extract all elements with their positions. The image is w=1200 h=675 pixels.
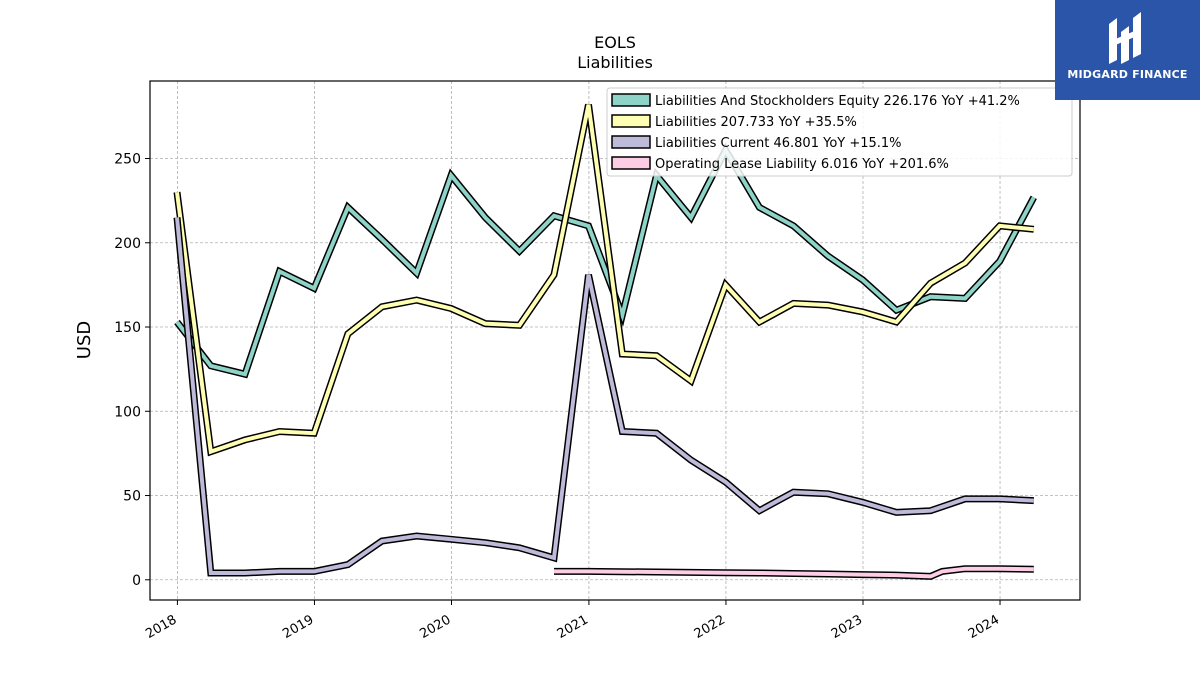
legend-label-3: Operating Lease Liability 6.016 YoY +201…: [655, 157, 949, 172]
legend-label-2: Liabilities Current 46.801 YoY +15.1%: [655, 136, 902, 151]
x-tick-label: 2019: [280, 612, 316, 642]
chart-subtitle: Liabilities: [577, 53, 653, 72]
legend-label-1: Liabilities 207.733 YoY +35.5%: [655, 115, 857, 130]
x-tick-label: 2018: [143, 612, 179, 642]
series-line-3: [554, 566, 1034, 579]
legend-swatch-3: [611, 156, 651, 170]
legend-swatch-0: [611, 93, 651, 107]
y-tick-label: 150: [114, 320, 141, 336]
x-tick-label: 2023: [829, 612, 865, 642]
x-tick-label: 2021: [555, 612, 591, 642]
x-tick-label: 2022: [692, 612, 728, 642]
logo-text: MIDGARD FINANCE: [1067, 68, 1188, 81]
series-line-0: [175, 145, 1036, 377]
y-tick-label: 0: [132, 573, 141, 589]
plot-frame: [149, 80, 1081, 601]
legend-swatch-1: [611, 114, 651, 128]
series-line-1: [175, 104, 1034, 455]
y-tick-label: 250: [114, 152, 141, 168]
y-axis-label: USD: [74, 321, 95, 359]
y-tick-label: 200: [114, 236, 141, 252]
legend-label-0: Liabilities And Stockholders Equity 226.…: [655, 94, 1020, 109]
legend-swatch-2: [611, 135, 651, 149]
legend: Liabilities And Stockholders Equity 226.…: [606, 87, 1073, 177]
x-tick-label: 2024: [966, 612, 1002, 642]
brand-logo: MIDGARD FINANCE: [1055, 0, 1200, 100]
series-line-2: [175, 217, 1034, 575]
chart-title: EOLS: [594, 33, 636, 52]
y-tick-label: 100: [114, 404, 141, 420]
logo-mark-icon: [1109, 12, 1141, 64]
legend-frame: [606, 87, 1073, 177]
y-tick-label: 50: [123, 489, 141, 505]
x-tick-label: 2020: [417, 612, 453, 642]
